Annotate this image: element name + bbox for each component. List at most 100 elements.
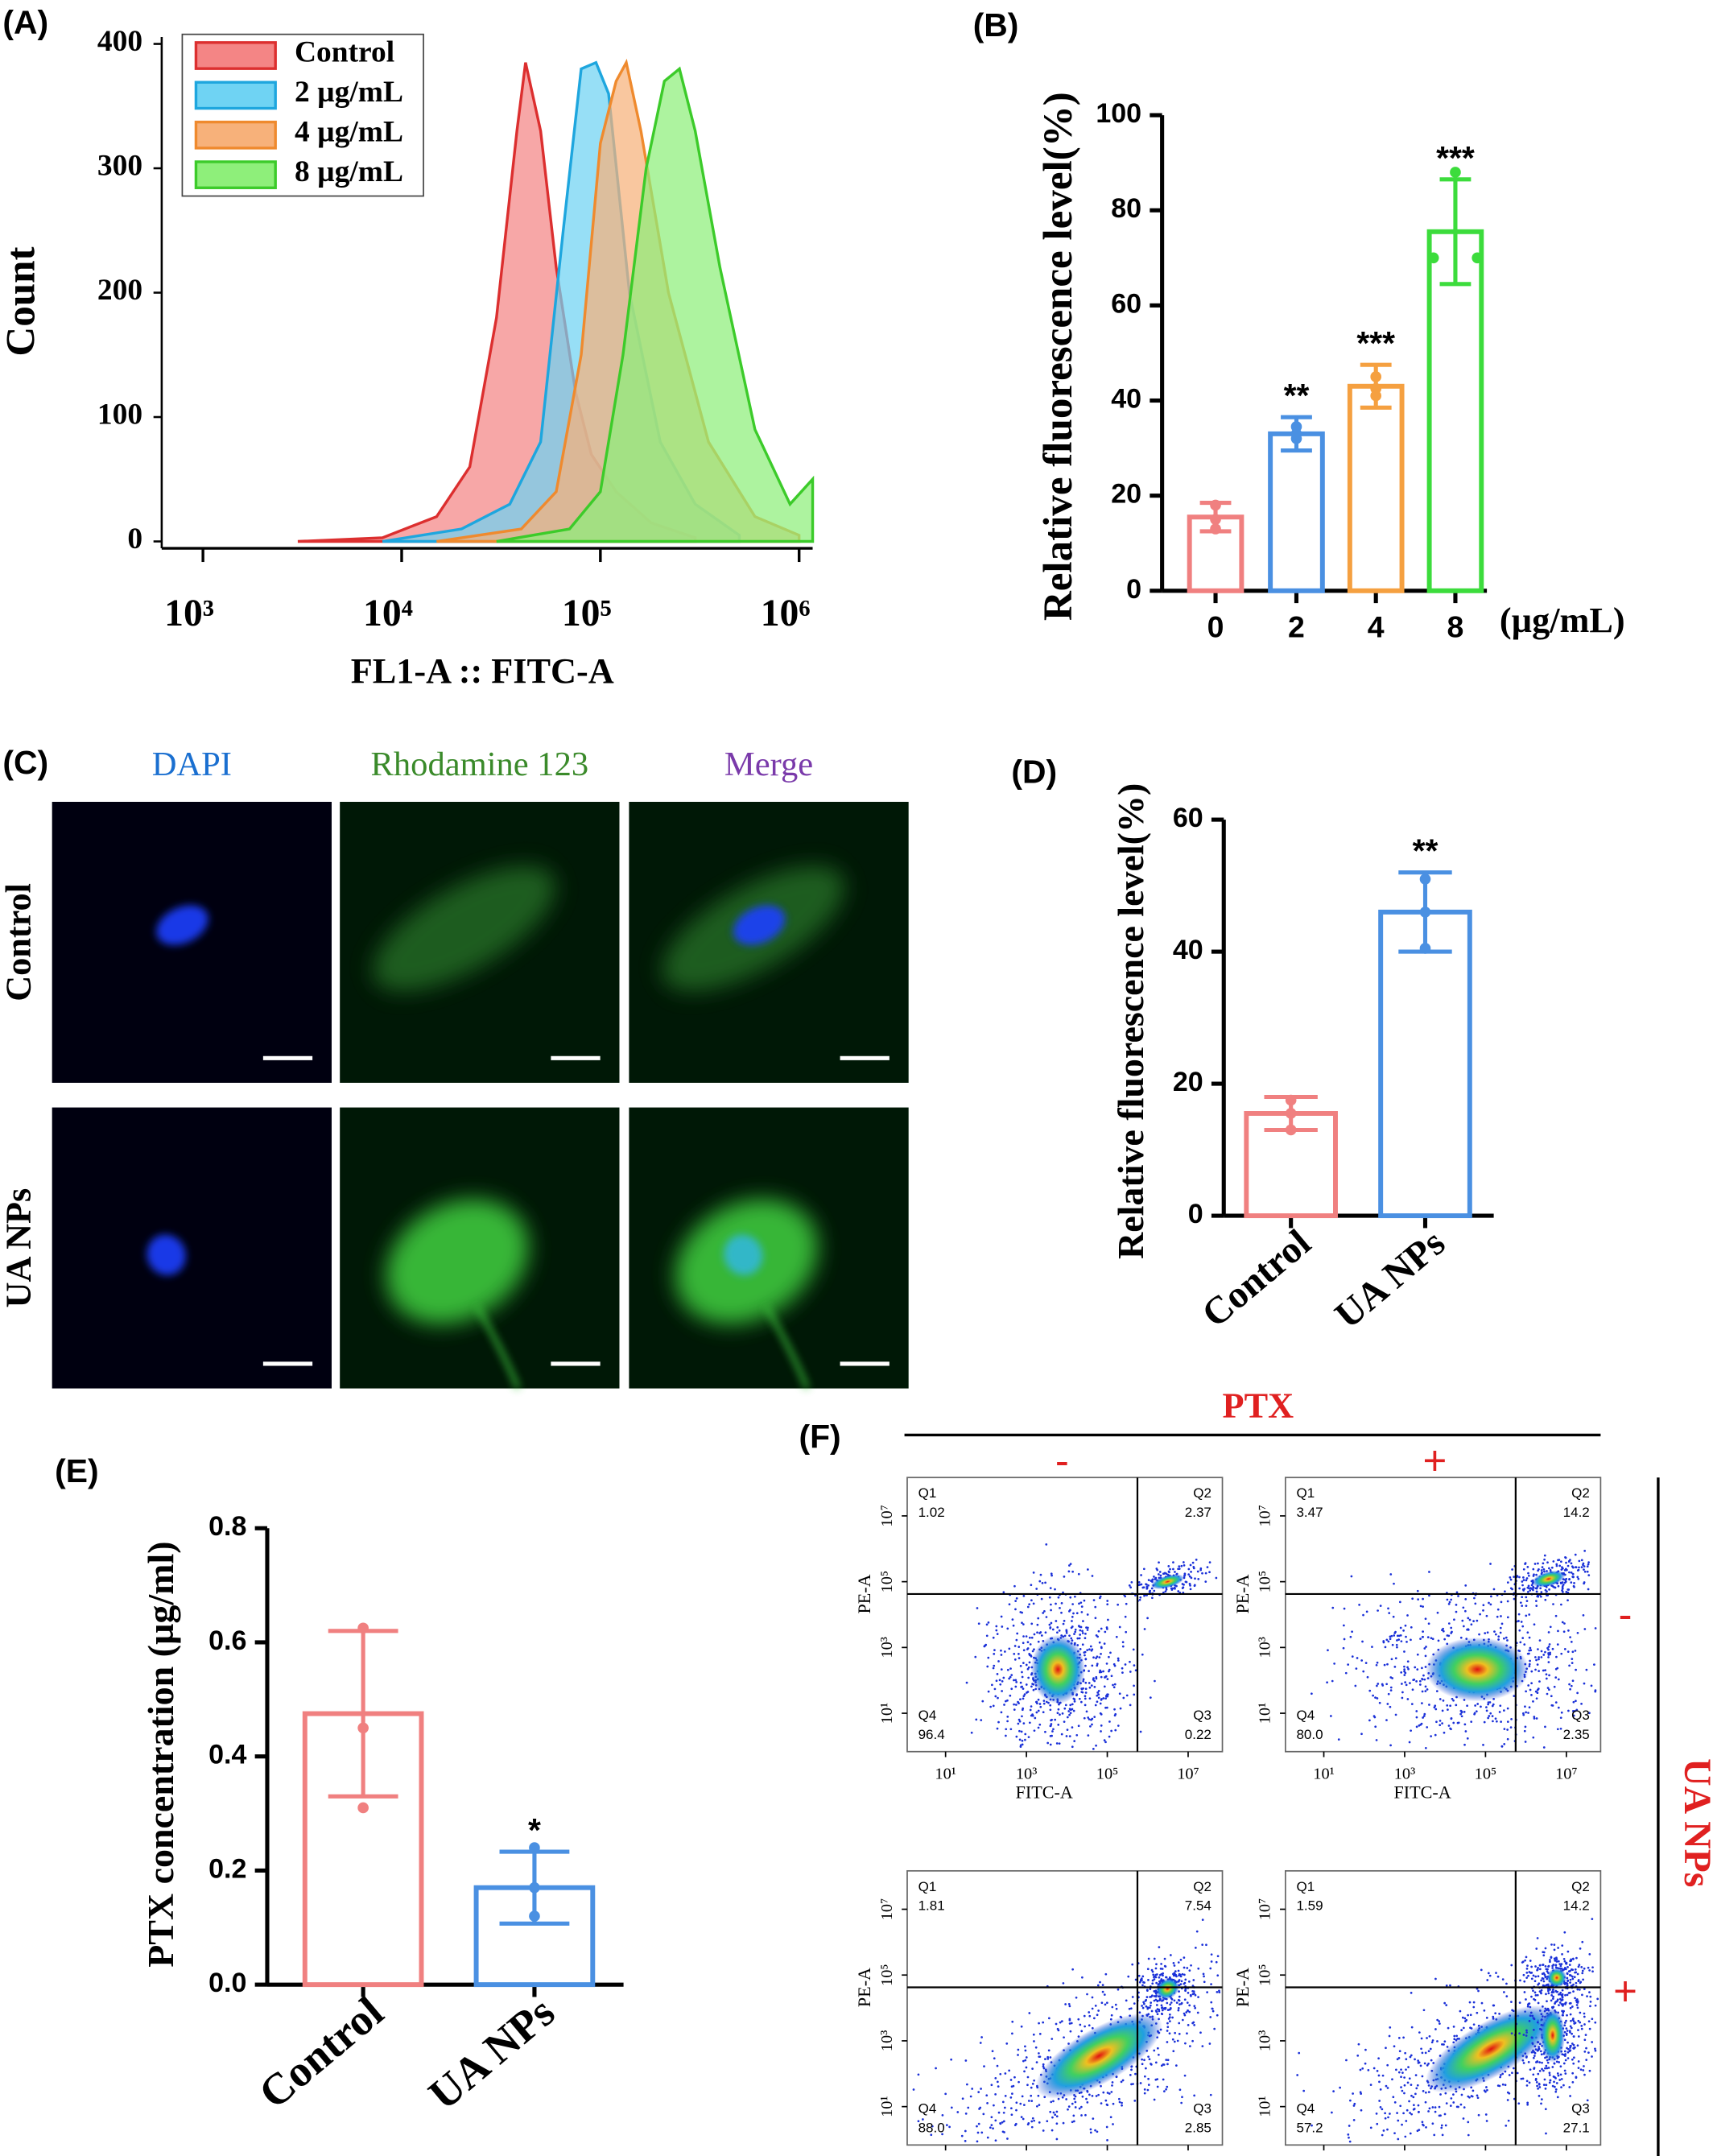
event-dot (1154, 2078, 1158, 2081)
event-dot (1581, 1972, 1584, 1975)
event-dot (1140, 1574, 1142, 1576)
event-dot (1575, 1566, 1577, 1568)
event-dot (1443, 2113, 1447, 2116)
event-dot (1000, 1649, 1002, 1652)
event-dot (1029, 1708, 1032, 1712)
event-dot (1409, 2132, 1412, 2135)
event-dot (1400, 2075, 1402, 2079)
event-dot (1146, 1968, 1150, 1971)
event-dot (1451, 1697, 1454, 1700)
event-dot (1165, 1976, 1167, 1979)
event-dot (980, 2088, 982, 2090)
event-dot (1407, 2066, 1410, 2068)
y-tick-label: 10⁵ (1257, 1571, 1274, 1593)
event-dot (1133, 2002, 1136, 2005)
event-dot (1020, 2116, 1023, 2118)
event-dot (1574, 1968, 1577, 1971)
event-dot (1430, 1637, 1433, 1640)
event-dot (1469, 2026, 1472, 2030)
density-core (1155, 1978, 1180, 2000)
event-dot (1467, 2121, 1470, 2124)
event-dot (1105, 2125, 1108, 2129)
event-dot (1525, 1998, 1527, 2001)
event-dot (1096, 1664, 1099, 1667)
event-dot (1455, 2034, 1459, 2038)
panel-label: (E) (55, 1452, 98, 1489)
event-dot (1155, 1981, 1158, 1985)
event-dot (1193, 2094, 1196, 2097)
event-dot (1049, 1743, 1052, 1746)
event-dot (1030, 1705, 1033, 1708)
event-dot (1375, 1739, 1378, 1741)
event-dot (1528, 1706, 1531, 1709)
y-tick-label: 400 (97, 25, 142, 58)
event-dot (1560, 1711, 1563, 1714)
event-dot (1535, 1573, 1538, 1576)
event-dot (1417, 2104, 1420, 2107)
event-dot (1556, 2072, 1559, 2075)
event-dot (1588, 1991, 1591, 1994)
event-dot (1564, 1993, 1566, 1997)
quadrant-name: Q2 (1193, 1485, 1211, 1501)
density-core (1035, 2013, 1163, 2099)
event-dot (1085, 1710, 1088, 1713)
event-dot (1541, 2098, 1543, 2100)
event-dot (1361, 1640, 1364, 1643)
event-dot (1056, 2027, 1059, 2030)
event-dot (1395, 2068, 1397, 2071)
event-dot (1566, 2030, 1569, 2032)
event-dot (1434, 2028, 1437, 2030)
event-dot (1170, 2001, 1173, 2004)
event-dot (1565, 1961, 1568, 1964)
event-dot (1016, 1632, 1019, 1635)
event-dot (997, 1720, 1000, 1724)
event-dot (1073, 2097, 1076, 2100)
event-dot (1050, 1572, 1053, 1576)
event-dot (1153, 1957, 1156, 1960)
event-dot (1521, 1637, 1525, 1639)
event-dot (1169, 2003, 1172, 2006)
event-dot (1009, 2079, 1013, 2081)
event-dot (1522, 2034, 1525, 2036)
event-dot (1038, 2055, 1042, 2059)
event-dot (1530, 2036, 1533, 2039)
event-dot (1014, 1679, 1017, 1682)
event-dot (1005, 1734, 1007, 1737)
event-dot (1525, 1614, 1528, 1617)
event-dot (1091, 1648, 1094, 1651)
event-dot (1535, 1587, 1538, 1589)
event-dot (1000, 1668, 1003, 1671)
event-dot (1000, 1615, 1003, 1618)
event-dot (1529, 1972, 1532, 1974)
event-dot (1151, 2015, 1154, 2018)
event-dot (997, 2085, 1000, 2088)
data-point (1419, 907, 1431, 918)
event-dot (1026, 1648, 1029, 1650)
event-dot (985, 1623, 989, 1626)
event-dot (1564, 2053, 1567, 2055)
event-dot (1178, 1995, 1181, 1998)
event-dot (1091, 2095, 1094, 2097)
event-dot (1037, 1726, 1040, 1729)
event-dot (1457, 1721, 1460, 1724)
event-dot (976, 1607, 979, 1609)
event-dot (1541, 1976, 1544, 1980)
event-dot (1061, 1712, 1064, 1715)
event-dot (1561, 1585, 1564, 1588)
event-dot (1567, 1629, 1570, 1632)
event-dot (1521, 1625, 1525, 1628)
event-dot (1476, 2011, 1479, 2014)
event-dot (978, 2108, 980, 2110)
event-dot (1049, 1587, 1052, 1589)
event-dot (1586, 1995, 1588, 1997)
event-dot (1516, 1575, 1519, 1578)
event-dot (1570, 2019, 1572, 2022)
event-dot (1521, 1605, 1524, 1607)
data-point (357, 1722, 369, 1734)
event-dot (1001, 2121, 1004, 2124)
quadrant-name: Q4 (918, 1708, 937, 1723)
event-dot (1002, 2120, 1005, 2123)
event-dot (987, 1656, 990, 1659)
event-dot (1542, 1567, 1546, 1571)
event-dot (1055, 2110, 1059, 2113)
